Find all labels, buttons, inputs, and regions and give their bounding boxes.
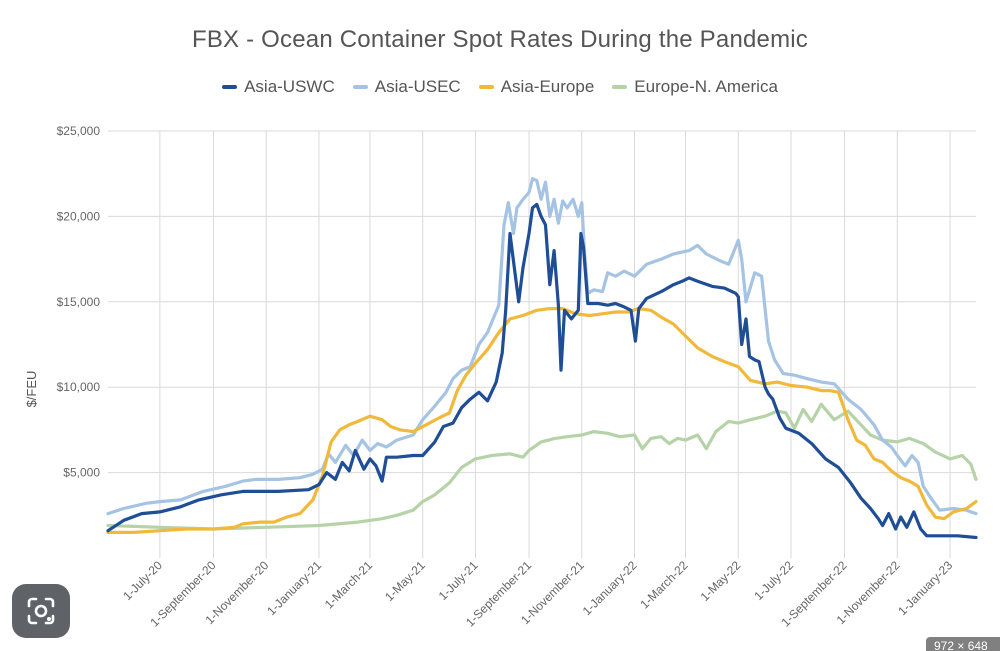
legend: Asia-USWC Asia-USEC Asia-Europe Europe-N… [0, 77, 1000, 97]
y-tick-label: $5,000 [63, 466, 100, 480]
legend-item-asia-uswc: Asia-USWC [222, 77, 335, 97]
legend-swatch-asia-usec [352, 85, 368, 89]
x-tick-label: 1-March-22 [637, 558, 691, 612]
y-tick-label: $20,000 [57, 209, 101, 223]
series-lines [106, 177, 978, 540]
x-tick-label: 1-May-22 [698, 558, 744, 604]
legend-swatch-europe-n-america [612, 85, 628, 89]
x-tick-label: 1-January-21 [264, 558, 324, 618]
legend-item-europe-n-america: Europe-N. America [612, 77, 778, 97]
legend-label-europe-n-america: Europe-N. America [634, 77, 778, 96]
legend-swatch-asia-uswc [222, 85, 238, 89]
chart-title: FBX - Ocean Container Spot Rates During … [191, 26, 809, 53]
x-tick-label: 1-July-20 [120, 558, 165, 603]
x-tick-labels: 1-July-201-September-201-November-201-Ja… [120, 558, 955, 629]
x-tick-label: 1-March-21 [322, 558, 376, 612]
legend-item-asia-usec: Asia-USEC [352, 77, 461, 97]
y-tick-label: $15,000 [57, 295, 101, 309]
legend-label-asia-europe: Asia-Europe [500, 77, 595, 96]
series-line-europe-n-america [106, 402, 978, 531]
x-tick-label: 1-May-21 [382, 558, 428, 604]
y-tick-label: $10,000 [57, 380, 101, 394]
x-tick-label: 1-January-23 [895, 558, 955, 618]
x-tick-label: 1-July-22 [751, 558, 796, 603]
legend-label-asia-usec: Asia-USEC [374, 77, 461, 96]
legend-item-asia-europe: Asia-Europe [478, 77, 595, 97]
visual-search-icon [27, 597, 55, 625]
legend-swatch-asia-europe [478, 85, 494, 89]
y-tick-label: $25,000 [57, 124, 101, 138]
y-axis-label: $/FEU [24, 371, 39, 408]
series-line-asia-uswc [106, 202, 978, 540]
gridlines [108, 130, 976, 558]
x-tick-label: 1-January-22 [580, 558, 640, 618]
y-tick-labels: $5,000 $10,000 $15,000 $20,000 $25,000 [57, 124, 101, 480]
legend-label-asia-uswc: Asia-USWC [244, 77, 335, 96]
image-size-badge: 972 × 648 [926, 637, 1000, 651]
series-line-asia-europe [106, 307, 978, 534]
x-tick-label: 1-July-21 [436, 558, 481, 603]
visual-search-button[interactable] [12, 584, 70, 638]
series-line-asia-usec [106, 177, 978, 516]
